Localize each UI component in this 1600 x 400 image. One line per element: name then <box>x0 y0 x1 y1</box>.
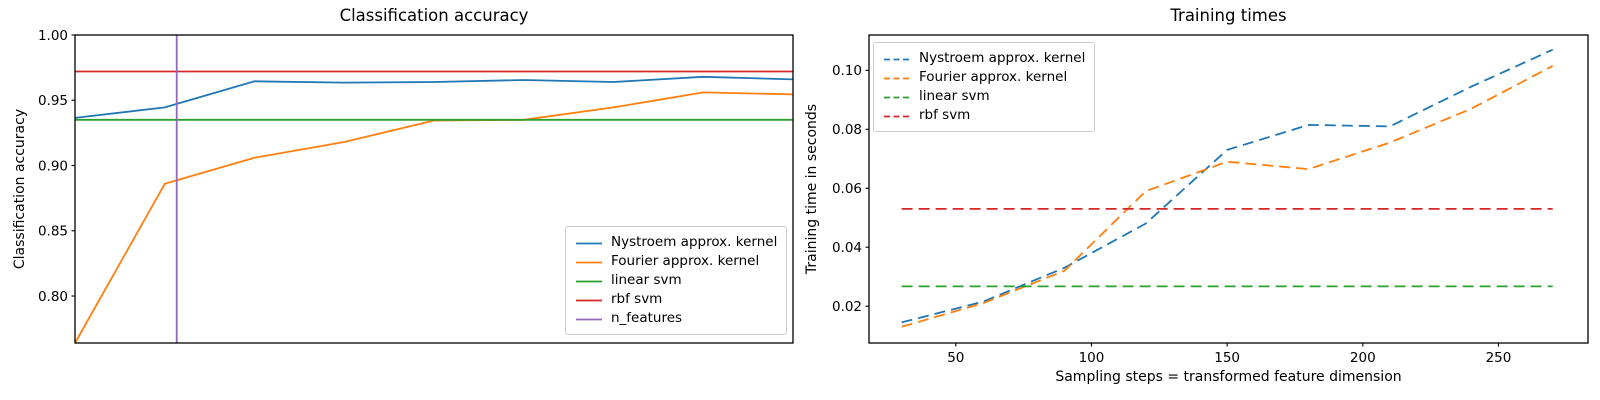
legend-entry: Fourier approx. kernel <box>575 252 777 271</box>
legend-line-swatch <box>576 261 602 263</box>
legend-entry: linear svm <box>575 271 777 290</box>
series-line <box>74 75 794 119</box>
y-tick-label: 0.08 <box>832 122 862 138</box>
y-tick-label: 0.06 <box>832 181 862 197</box>
training-times-x-axis-label: Sampling steps = transformed feature dim… <box>1055 369 1402 385</box>
legend-line-swatch <box>576 299 602 301</box>
x-tick-label: 250 <box>1486 350 1512 366</box>
legend-label: rbf svm <box>919 106 971 123</box>
legend-entry: rbf svm <box>575 290 777 309</box>
accuracy-y-axis-label: Classification accuracy <box>12 108 28 270</box>
training-times-title: Training times <box>1170 6 1287 25</box>
x-tick-label: 50 <box>947 350 964 366</box>
series-line <box>901 48 1554 324</box>
training-times-legend: Nystroem approx. kernel Fourier approx. k… <box>873 42 1096 132</box>
legend-line-swatch <box>576 280 602 282</box>
legend-entry: Nystroem approx. kernel <box>575 233 777 252</box>
legend-line-swatch <box>576 242 602 244</box>
legend-line-swatch <box>884 58 910 60</box>
y-tick-label: 0.85 <box>38 224 68 240</box>
legend-label: Nystroem approx. kernel <box>919 49 1086 66</box>
y-tick-label: 0.80 <box>38 289 68 305</box>
legend-entry: rbf svm <box>883 106 1085 125</box>
y-tick-label: 0.90 <box>38 158 68 174</box>
legend-label: rbf svm <box>611 290 663 307</box>
legend-line-swatch <box>884 115 910 117</box>
y-tick-label: 0.10 <box>832 63 862 79</box>
legend-line-swatch <box>576 318 602 320</box>
legend-line-swatch <box>884 96 910 98</box>
subplot-1: 0.02 0.04 0.06 0.08 0.10 50 100 150 200 250 <box>832 34 1589 366</box>
legend-entry: Fourier approx. kernel <box>883 68 1085 87</box>
legend-entry: linear svm <box>883 87 1085 106</box>
legend-line-swatch <box>884 77 910 79</box>
legend-entry: Nystroem approx. kernel <box>883 49 1085 68</box>
y-tick-label: 0.04 <box>832 240 862 256</box>
legend-label: linear svm <box>611 271 682 288</box>
legend-label: Fourier approx. kernel <box>611 252 760 269</box>
x-tick-label: 200 <box>1350 350 1376 366</box>
axes-frame <box>74 34 794 344</box>
legend-label: Fourier approx. kernel <box>919 68 1068 85</box>
accuracy-legend: Nystroem approx. kernel Fourier approx. k… <box>565 226 788 335</box>
x-tick-label: 100 <box>1079 350 1105 366</box>
axes-frame <box>868 34 1589 344</box>
accuracy-title: Classification accuracy <box>339 6 529 25</box>
y-tick-label: 1.00 <box>38 28 68 44</box>
y-tick-label: 0.95 <box>38 93 68 109</box>
x-tick-label: 150 <box>1214 350 1240 366</box>
series-line <box>901 65 1554 328</box>
legend-label: linear svm <box>919 87 990 104</box>
y-tick-label: 0.02 <box>832 299 862 315</box>
legend-label: n_features <box>611 309 683 326</box>
training-times-y-axis-label: Training time in seconds <box>804 103 820 275</box>
legend-entry: n_features <box>575 309 777 328</box>
legend-label: Nystroem approx. kernel <box>611 233 778 250</box>
subplot-0: 0.80 0.85 0.90 0.95 1.00 <box>38 28 794 344</box>
